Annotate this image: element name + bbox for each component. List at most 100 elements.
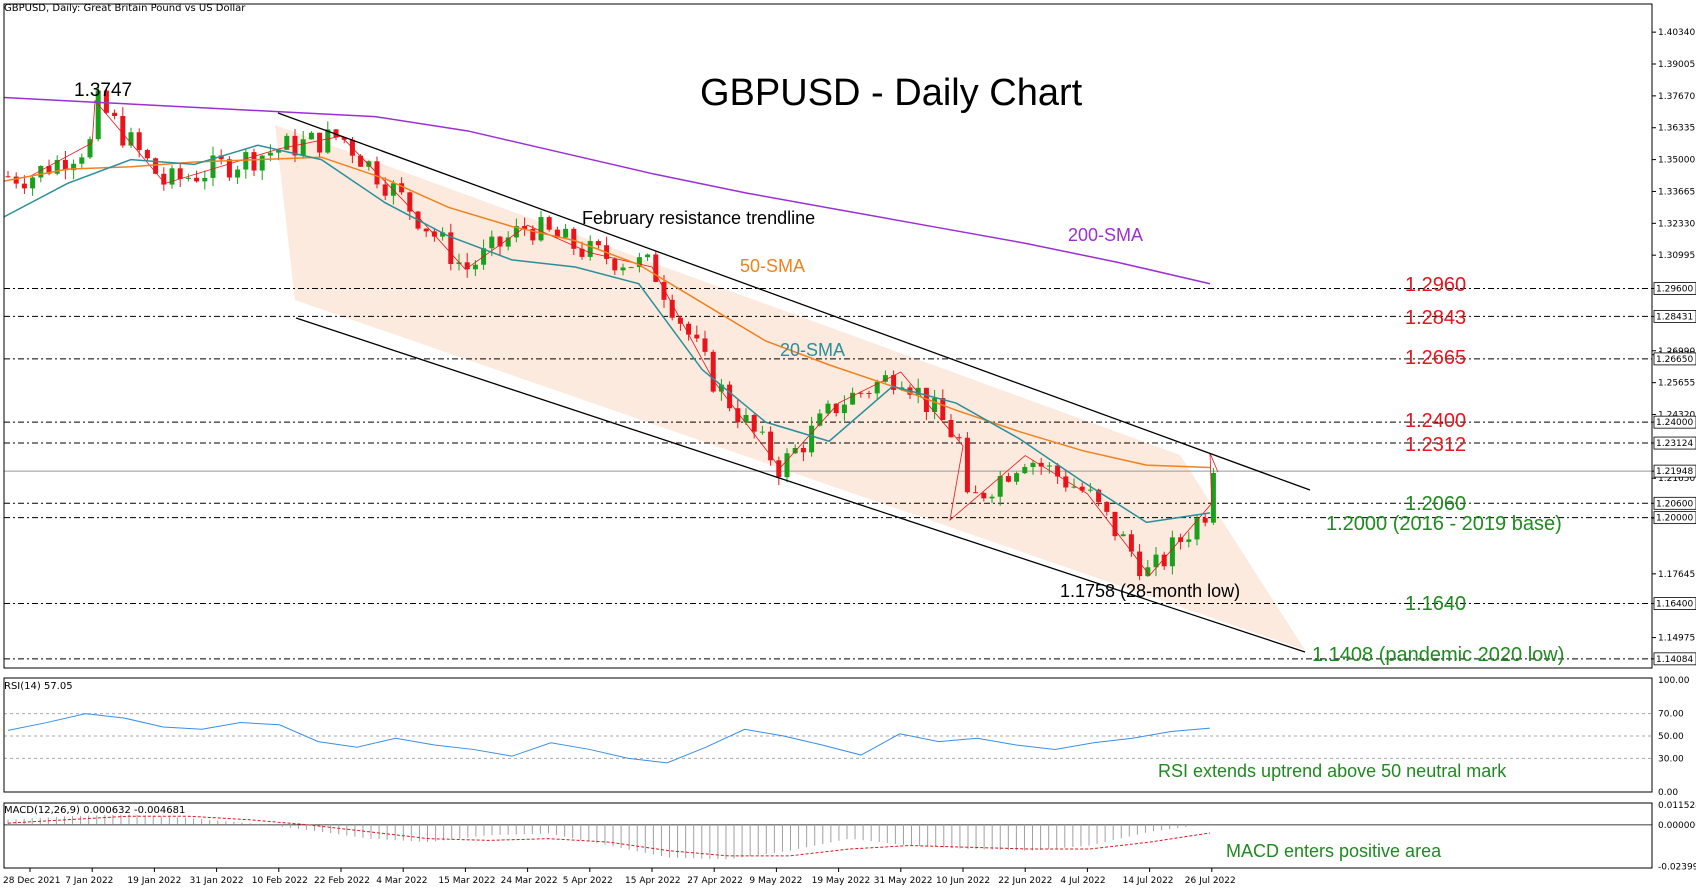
x-tick-label: 22 Feb 2022 <box>314 876 370 886</box>
x-tick-label: 31 May 2022 <box>874 876 933 886</box>
x-tick-label: 10 Jun 2022 <box>936 876 990 886</box>
candle-body <box>5 176 11 178</box>
level-tag <box>1653 511 1696 525</box>
candle-body <box>382 184 388 196</box>
candle-body <box>973 492 979 494</box>
candle-body <box>866 393 872 395</box>
rsi-tick-label: 100.00 <box>1658 676 1690 686</box>
candle-body <box>841 404 847 414</box>
candle-body <box>169 168 175 185</box>
candle-body <box>464 262 470 270</box>
rsi-line <box>7 713 1211 764</box>
candle-body <box>30 177 36 189</box>
y-tick-label: 1.17645 <box>1658 570 1695 580</box>
candle-body <box>497 236 503 247</box>
candle-body <box>161 173 167 185</box>
macd-tick-label: -0.023999 <box>1658 862 1696 872</box>
candle-body <box>858 392 864 394</box>
x-tick-label: 27 Apr 2022 <box>687 876 743 886</box>
candle-body <box>95 90 101 140</box>
macd-note: MACD enters positive area <box>1226 841 1442 861</box>
y-tick-label: 1.14975 <box>1658 634 1695 644</box>
x-tick-label: 10 Feb 2022 <box>252 876 308 886</box>
current-price-tag <box>1653 464 1696 478</box>
candle-body <box>341 137 347 140</box>
y-tick-label: 1.24320 <box>1658 411 1695 421</box>
candle-body <box>669 299 675 318</box>
candle-body <box>620 267 626 271</box>
candle-body <box>54 159 60 174</box>
rsi-caption: RSI(14) 57.05 <box>4 681 73 692</box>
level-tag <box>1653 652 1696 666</box>
candle-body <box>448 232 454 265</box>
candle-body <box>595 241 601 246</box>
candle-body <box>636 257 642 268</box>
candle-body <box>612 258 618 271</box>
candle-body <box>694 334 700 339</box>
x-tick-label: 15 Apr 2022 <box>625 876 681 886</box>
candle-body <box>751 415 757 432</box>
x-tick-label: 14 Jul 2022 <box>1123 876 1174 886</box>
candle-body <box>1046 465 1052 467</box>
candle-body <box>702 338 708 352</box>
chart-title: GBPUSD - Daily Chart <box>700 72 1083 114</box>
macd-tick-label: 0.000000 <box>1658 821 1696 831</box>
candle-body <box>185 177 191 179</box>
resistance-trendline <box>277 112 1311 491</box>
candle-body <box>645 254 651 258</box>
y-tick-label: 1.26990 <box>1658 347 1695 357</box>
candle-body <box>727 384 733 409</box>
candle-body <box>120 116 126 146</box>
candle-body <box>628 267 634 269</box>
y-tick-label: 1.35000 <box>1658 156 1695 166</box>
candle-body <box>259 155 265 171</box>
candle-body <box>1153 554 1159 568</box>
x-tick-label: 15 Mar 2022 <box>438 876 495 886</box>
candle-body <box>809 425 815 453</box>
candle-body <box>1186 539 1192 542</box>
candle-body <box>333 129 339 138</box>
candle-body <box>144 149 150 159</box>
candle-body <box>784 453 790 478</box>
level-tag <box>1653 436 1696 450</box>
support-trendline <box>295 317 1306 653</box>
candle-body <box>538 217 544 241</box>
candle-body <box>759 431 765 433</box>
candle-body <box>317 132 323 153</box>
candle-body <box>431 231 437 237</box>
level-tag-label: 1.26650 <box>1656 355 1693 365</box>
candle-body <box>456 262 462 265</box>
candle-body <box>1055 465 1061 477</box>
candle-body <box>202 177 208 182</box>
y-tick-label: 1.37670 <box>1658 92 1695 102</box>
candle-body <box>1202 517 1208 523</box>
macd-frame <box>3 802 1653 869</box>
x-tick-label: 24 Mar 2022 <box>501 876 558 886</box>
candle-body <box>579 248 585 257</box>
candle-body <box>718 384 724 392</box>
candle-body <box>1145 567 1151 577</box>
candle-body <box>956 437 962 439</box>
x-tick-label: 19 Jan 2022 <box>127 876 181 886</box>
x-tick-label: 19 May 2022 <box>812 876 871 886</box>
candle-body <box>284 135 290 150</box>
candle-body <box>38 165 44 178</box>
y-tick-label: 1.36335 <box>1658 124 1695 134</box>
candle-body <box>300 139 306 156</box>
candle-body <box>358 155 364 167</box>
candle-body <box>989 496 995 499</box>
candle-body <box>1030 462 1036 468</box>
candle-body <box>251 152 257 171</box>
candle-body <box>1120 534 1126 537</box>
candle-body <box>210 155 216 178</box>
candle-body <box>87 139 93 158</box>
candle-body <box>850 392 856 405</box>
candle-body <box>1137 551 1143 577</box>
candle-body <box>940 398 946 420</box>
candle-body <box>128 132 134 146</box>
candle-body <box>407 192 413 212</box>
x-tick-label: 7 Jan 2022 <box>65 876 113 886</box>
candle-body <box>103 90 109 113</box>
candle-body <box>267 152 273 156</box>
candle-body <box>21 183 27 189</box>
